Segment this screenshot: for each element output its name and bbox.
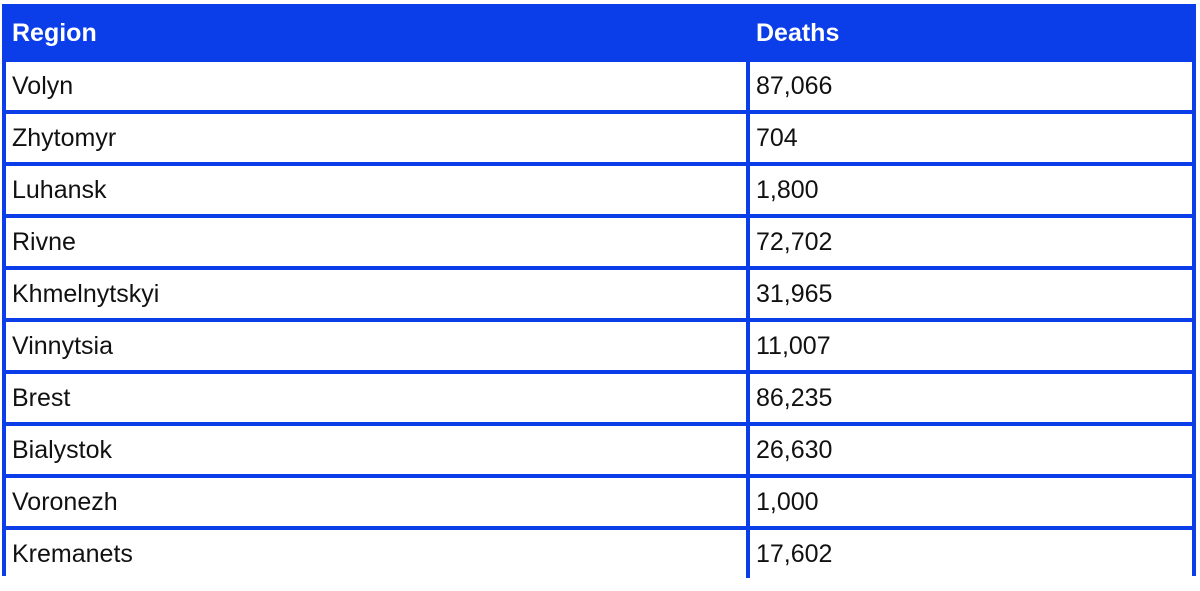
table-row: Voronezh 1,000 <box>6 474 1192 526</box>
table-header: Region Deaths <box>6 8 1192 58</box>
cell-deaths: 72,702 <box>746 214 1192 266</box>
cell-deaths: 31,965 <box>746 266 1192 318</box>
cell-deaths: 87,066 <box>746 58 1192 110</box>
cell-deaths: 26,630 <box>746 422 1192 474</box>
cell-deaths: 17,602 <box>746 526 1192 578</box>
table-row: Vinnytsia 11,007 <box>6 318 1192 370</box>
table-row: Khmelnytskyi 31,965 <box>6 266 1192 318</box>
cell-region: Volyn <box>6 58 746 110</box>
cell-region: Luhansk <box>6 162 746 214</box>
column-header-deaths: Deaths <box>746 8 1192 58</box>
data-table-container: Region Deaths Volyn 87,066 Zhytomyr 704 Luha… <box>2 4 1196 578</box>
column-header-region: Region <box>6 8 746 58</box>
cell-region: Brest <box>6 370 746 422</box>
cell-region: Bialystok <box>6 422 746 474</box>
cell-region: Rivne <box>6 214 746 266</box>
table-row: Luhansk 1,800 <box>6 162 1192 214</box>
table-row: Kremanets 17,602 <box>6 526 1192 578</box>
cell-region: Kremanets <box>6 526 746 578</box>
cell-deaths: 1,000 <box>746 474 1192 526</box>
table-row: Zhytomyr 704 <box>6 110 1192 162</box>
table-row: Brest 86,235 <box>6 370 1192 422</box>
cell-region: Khmelnytskyi <box>6 266 746 318</box>
table-row: Volyn 87,066 <box>6 58 1192 110</box>
table-row: Bialystok 26,630 <box>6 422 1192 474</box>
cell-region: Zhytomyr <box>6 110 746 162</box>
data-table: Region Deaths Volyn 87,066 Zhytomyr 704 Luha… <box>6 8 1192 578</box>
cell-deaths: 11,007 <box>746 318 1192 370</box>
cell-deaths: 704 <box>746 110 1192 162</box>
header-row: Region Deaths <box>6 8 1192 58</box>
table-body: Volyn 87,066 Zhytomyr 704 Luhansk 1,800 Rivne 7… <box>6 58 1192 578</box>
cell-deaths: 86,235 <box>746 370 1192 422</box>
cell-region: Voronezh <box>6 474 746 526</box>
cell-deaths: 1,800 <box>746 162 1192 214</box>
cell-region: Vinnytsia <box>6 318 746 370</box>
table-row: Rivne 72,702 <box>6 214 1192 266</box>
